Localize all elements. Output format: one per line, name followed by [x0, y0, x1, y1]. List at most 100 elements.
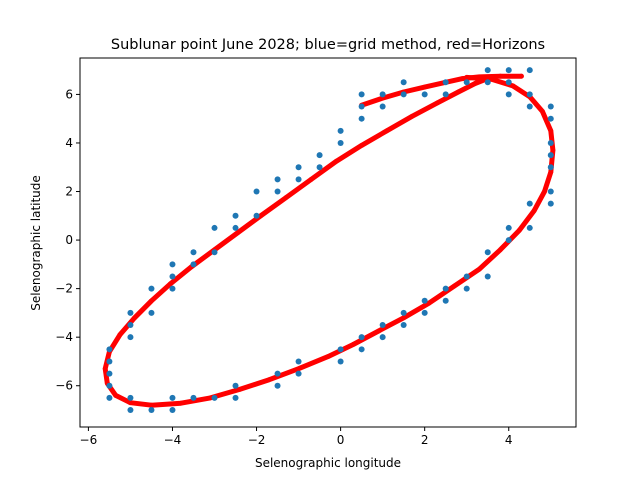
grid-method-point: [232, 382, 239, 389]
horizons-point: [539, 109, 545, 114]
grid-method-point: [379, 91, 386, 98]
grid-method-point: [442, 79, 449, 86]
horizons-point: [334, 158, 339, 164]
horizons-point: [132, 315, 138, 321]
grid-method-point: [379, 103, 386, 110]
y-tick-label: −6: [55, 379, 73, 393]
grid-method-point: [127, 309, 134, 316]
grid-method-point: [505, 67, 512, 74]
grid-method-point: [421, 91, 428, 98]
horizons-point: [149, 402, 154, 408]
horizons-point: [464, 75, 470, 80]
grid-method-point: [442, 285, 449, 292]
grid-method-point: [274, 370, 281, 377]
grid-method-point: [190, 261, 197, 268]
horizons-point: [531, 208, 537, 214]
grid-method-point: [127, 322, 134, 329]
x-tick-label: 4: [505, 433, 513, 447]
horizons-series: [102, 73, 556, 408]
grid-method-point: [484, 79, 491, 86]
horizons-point: [434, 100, 440, 106]
horizons-point: [350, 342, 356, 347]
horizons-point: [149, 298, 154, 304]
y-tick-label: 6: [65, 87, 73, 101]
horizons-point: [497, 73, 503, 79]
x-tick-label: −6: [80, 433, 98, 447]
grid-method-point: [442, 297, 449, 304]
grid-method-point: [295, 164, 302, 171]
horizons-point: [476, 266, 482, 272]
grid-method-point: [274, 188, 281, 195]
grid-method-point: [316, 164, 323, 171]
x-tick-label: 2: [421, 433, 429, 447]
horizons-point: [283, 195, 289, 200]
grid-method-point: [400, 91, 407, 98]
horizons-point: [401, 315, 407, 321]
grid-method-point: [148, 309, 155, 316]
grid-method-point: [358, 346, 365, 353]
horizons-point: [550, 147, 556, 153]
grid-method-point: [421, 297, 428, 304]
grid-method-point: [547, 139, 554, 146]
grid-method-point: [148, 407, 155, 414]
grid-method-point: [526, 91, 533, 98]
grid-method-point: [526, 200, 533, 207]
horizons-point: [167, 281, 173, 287]
grid-method-point: [169, 273, 176, 280]
grid-method-point: [421, 309, 428, 316]
grid-method-point: [295, 358, 302, 365]
grid-method-point: [400, 79, 407, 86]
horizons-point: [325, 354, 331, 359]
horizons-point: [409, 113, 415, 119]
x-axis-label: Selenographic longitude: [255, 456, 401, 470]
grid-method-point: [232, 224, 239, 231]
grid-method-point: [169, 261, 176, 268]
plot-area: [102, 67, 556, 414]
horizons-point: [308, 176, 314, 182]
grid-method-point: [127, 394, 134, 401]
grid-method-point: [547, 164, 554, 171]
grid-method-point: [106, 394, 113, 401]
horizons-point: [548, 128, 554, 134]
grid-method-point: [337, 358, 344, 365]
grid-method-point: [484, 273, 491, 280]
horizons-point: [516, 227, 522, 233]
x-tick-label: −2: [248, 433, 266, 447]
horizons-point: [102, 366, 108, 372]
grid-method-point: [127, 334, 134, 341]
grid-method-point: [400, 322, 407, 329]
horizons-point: [548, 169, 554, 175]
horizons-point: [542, 189, 547, 194]
horizons-point: [128, 400, 133, 406]
grid-method-point: [253, 212, 260, 219]
y-tick-label: −4: [55, 330, 73, 344]
horizons-point: [113, 393, 119, 398]
grid-method-point: [379, 334, 386, 341]
horizons-point: [235, 230, 241, 236]
grid-method-point: [526, 103, 533, 110]
horizons-point: [207, 395, 213, 401]
grid-method-point: [442, 91, 449, 98]
horizons-point: [476, 74, 482, 80]
horizons-point: [489, 76, 495, 82]
horizons-point: [296, 366, 301, 372]
grid-method-point: [274, 176, 281, 183]
grid-method-point: [169, 407, 176, 414]
horizons-point: [510, 83, 516, 89]
horizons-point: [258, 213, 264, 219]
grid-method-point: [253, 188, 260, 195]
horizons-point: [178, 400, 184, 406]
grid-method-point: [400, 309, 407, 316]
grid-method-point: [106, 346, 113, 353]
y-tick-label: −2: [55, 282, 73, 296]
horizons-point: [384, 128, 390, 134]
grid-method-point: [547, 103, 554, 110]
grid-method-point: [127, 407, 134, 414]
horizons-point: [359, 142, 365, 148]
grid-method-point: [295, 176, 302, 183]
grid-method-point: [232, 394, 239, 401]
grid-method-point: [106, 370, 113, 377]
grid-method-point: [148, 285, 155, 292]
horizons-point: [518, 73, 524, 79]
grid-method-point: [547, 152, 554, 159]
